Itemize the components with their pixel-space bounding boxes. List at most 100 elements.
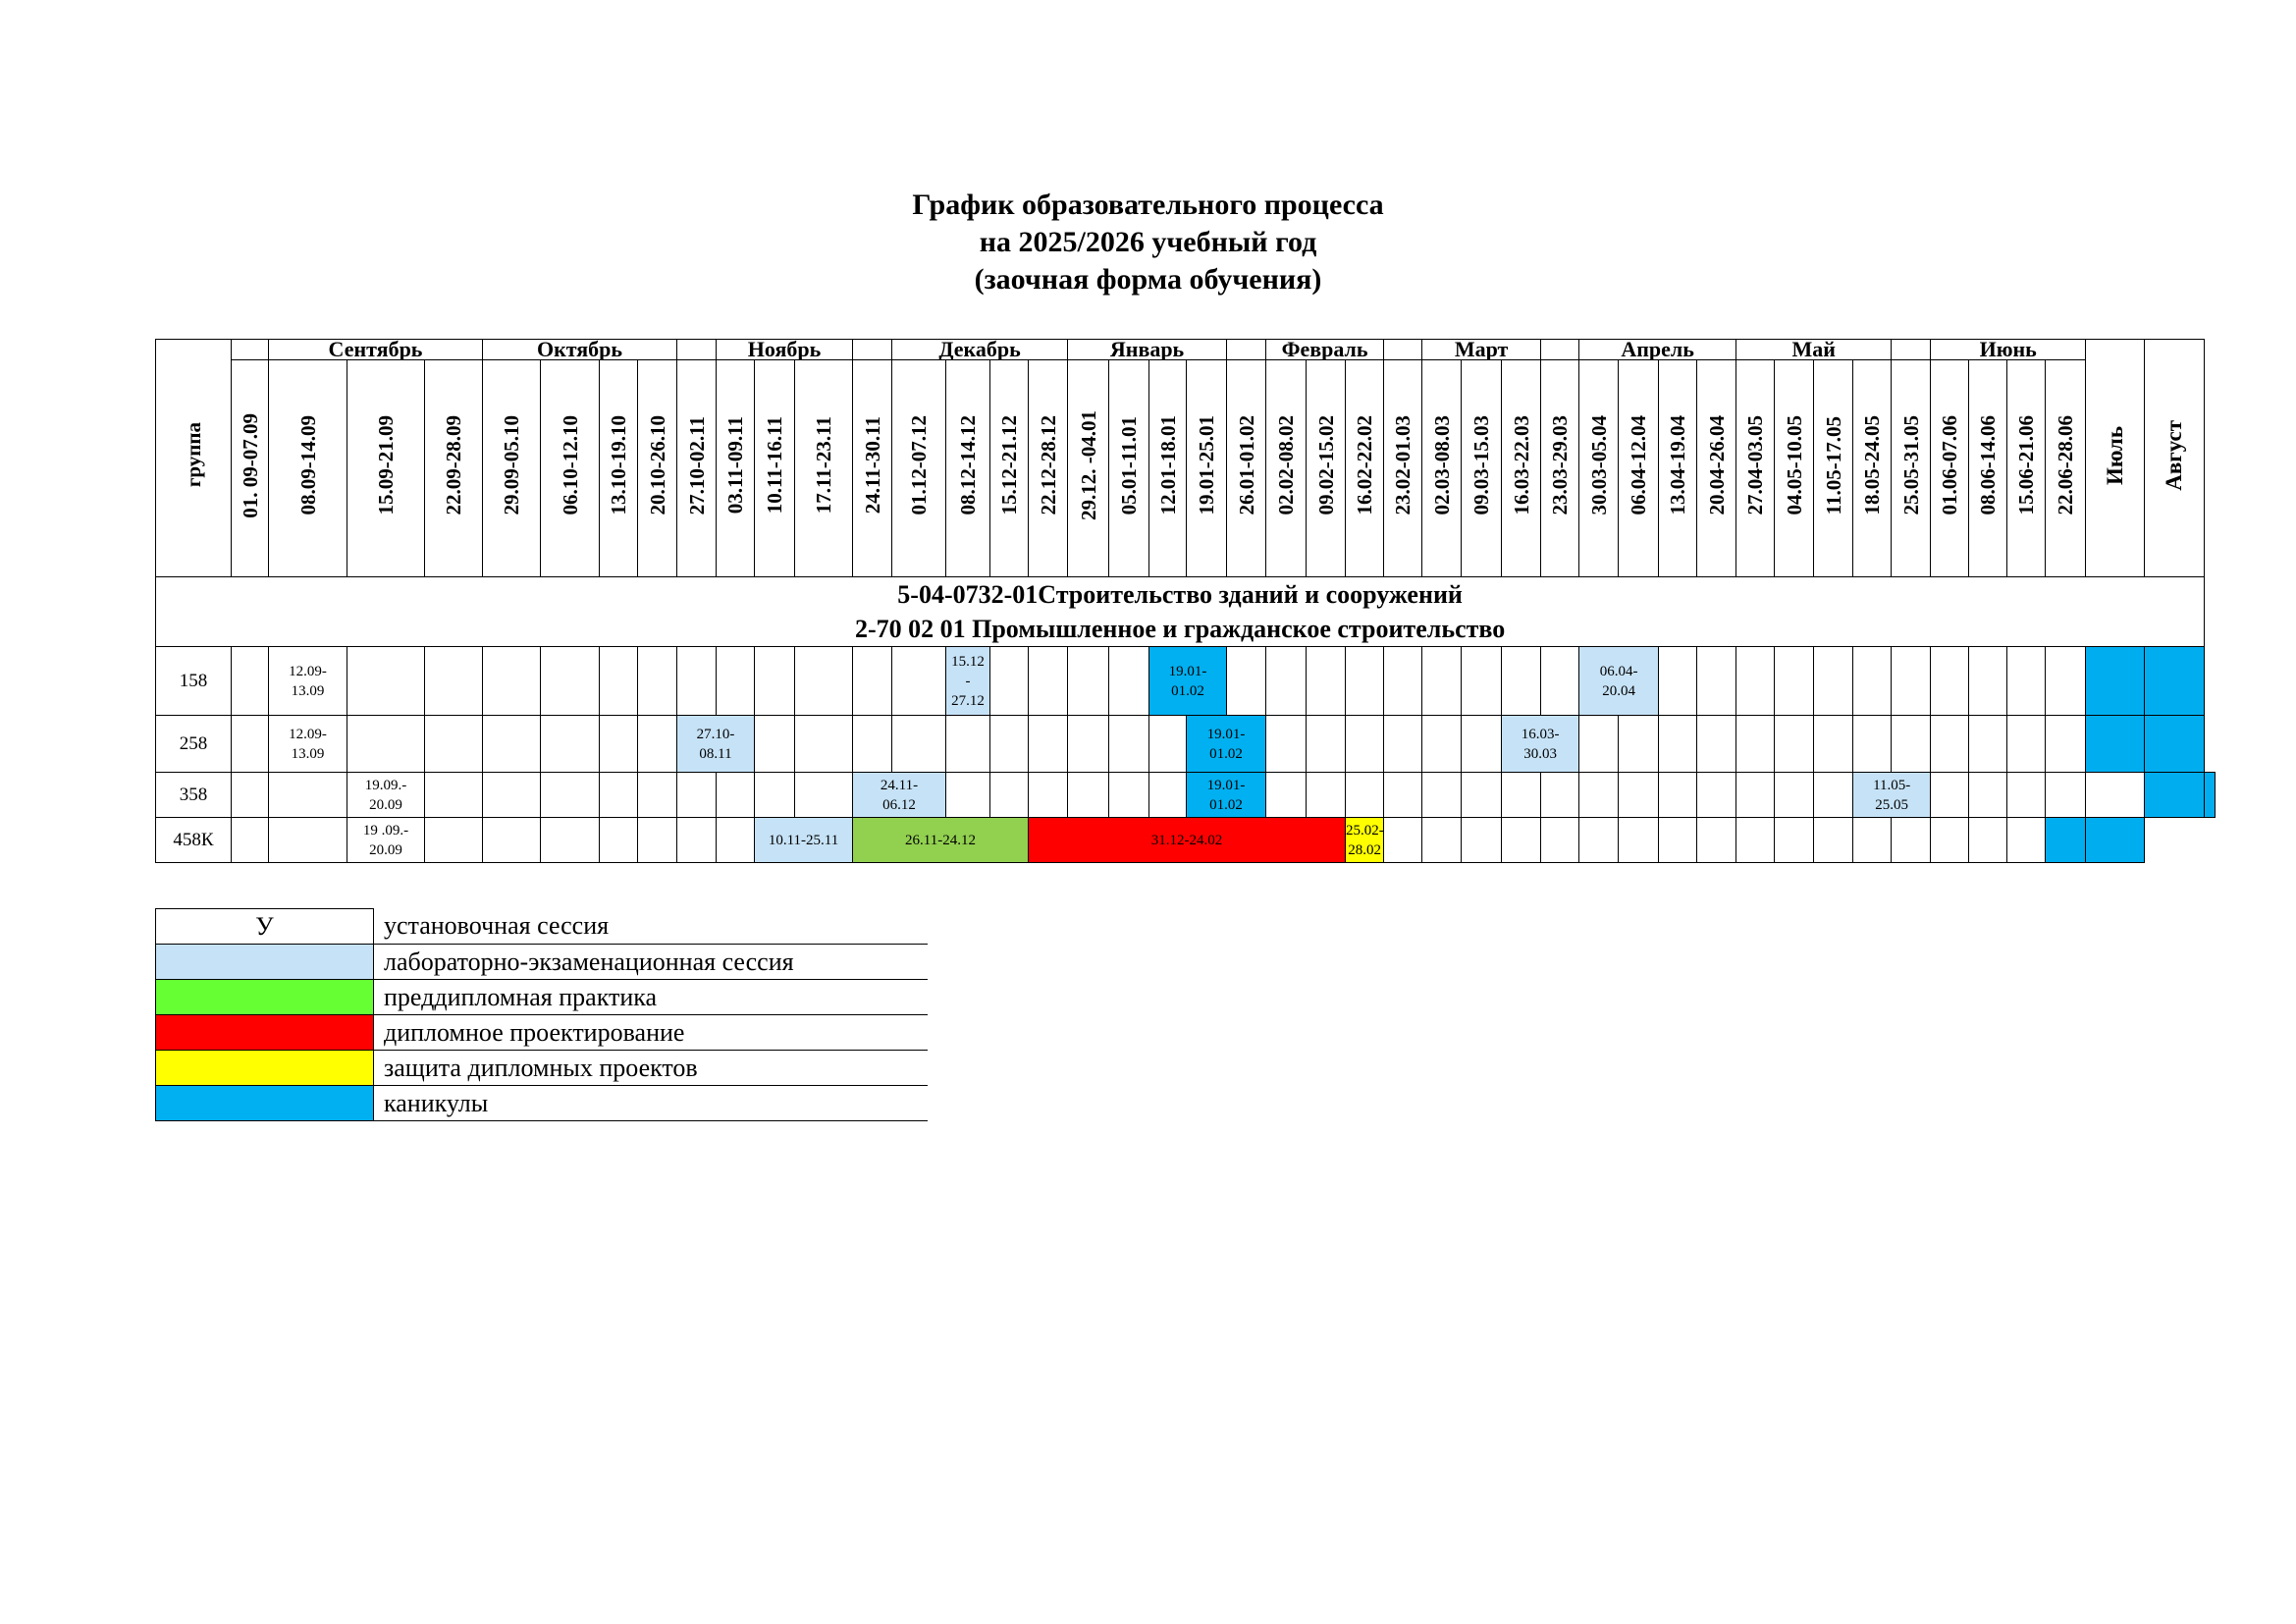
lab-session-cell: 10.11-25.11 [754,817,854,863]
schedule-cell [676,817,718,863]
cell-text: 11.05- [1873,777,1911,793]
schedule-cell [2045,772,2087,818]
schedule-cell [1696,772,1737,818]
vacation-cell-august [2204,772,2216,818]
schedule-cell [1618,817,1660,863]
week-header: 19.01-25.01 [1186,359,1228,577]
vacation-cell-august [2144,715,2206,773]
schedule-cell [1383,646,1423,716]
schedule-cell [852,339,893,360]
cell-text: 08.06-14.06 [1976,415,2001,515]
week-header: 13.04-19.04 [1658,359,1698,577]
title-line-1: График образовательного процесса [912,189,1384,221]
cell-text: 19.01- [1206,726,1246,742]
month-december: Декабрь [891,339,1069,360]
schedule-cell [482,772,541,818]
schedule-cell [599,715,638,773]
schedule-cell [1696,715,1737,773]
cell-text: 03.11-09.11 [723,416,748,514]
cell-text: 01.12-07.12 [907,415,932,515]
schedule-cell [1852,646,1893,716]
schedule-cell [945,772,991,818]
month-august: Август [2144,339,2206,577]
specialty-line-1: 5-04-0732-01Строительство зданий и соору… [897,580,1463,609]
cell-text: 24.11-30.11 [860,416,884,514]
schedule-cell [1067,715,1110,773]
legend-item: лабораторно-экзаменационная сессия [155,944,928,980]
week-header: 22.09-28.09 [424,359,483,577]
schedule-cell [2006,772,2047,818]
schedule-cell [1108,646,1150,716]
week-header: 22.06-28.06 [2045,359,2087,577]
schedule-cell [2045,646,2087,716]
lab-session-cell: 15.12 - 27.12 [945,646,991,716]
cell-text: 20.04-26.04 [1704,415,1729,515]
schedule-cell [1852,715,1893,773]
schedule-cell [1658,646,1698,716]
schedule-cell [424,817,483,863]
schedule-cell [1578,715,1620,773]
schedule-cell [1501,772,1542,818]
cell-text: 12.09- [289,726,327,742]
cell-text: 15.09-21.09 [374,415,398,515]
month-january: Январь [1067,339,1228,360]
schedule-cell [1265,715,1308,773]
specialty-header: 5-04-0732-01Строительство зданий и соору… [154,576,2206,647]
schedule-cell [347,646,425,716]
cell-text: 11.05-17.05 [1821,415,1845,515]
week-header: 15.06-21.06 [2006,359,2047,577]
month-september: Сентябрь [268,339,483,360]
week-header: 08.06-14.06 [1968,359,2008,577]
lab-session-cell: 24.11- 06.12 [852,772,947,818]
schedule-cell [1930,715,1970,773]
schedule-cell [1813,646,1854,716]
schedule-cell [1696,817,1737,863]
schedule-cell [754,646,796,716]
cell-text: 06.04- [1599,663,1638,679]
schedule-cell [1774,772,1815,818]
schedule-cell [1813,715,1854,773]
schedule-cell [1540,339,1580,360]
diploma-defense-cell: 25.02- 28.02 [1345,817,1385,863]
schedule-cell [540,772,600,818]
group-name: 458К [155,817,232,863]
month-april: Апрель [1578,339,1737,360]
schedule-cell [852,646,893,716]
cell-text: - [965,673,971,689]
schedule-cell [1735,817,1776,863]
cell-text: 19.01- [1206,777,1246,793]
week-header: 20.10-26.10 [636,359,678,577]
vacation-cell-july [2085,715,2146,773]
schedule-cell [1461,817,1503,863]
legend-item: У установочная сессия [155,908,928,945]
schedule-cell [1891,817,1932,863]
cell-text: 19.09.- [364,777,407,793]
cell-text: 30.03 [1523,745,1557,762]
week-header: 10.11-16.11 [754,359,796,577]
cell-text: 13.04-19.04 [1666,415,1690,515]
schedule-cell [636,715,678,773]
schedule-cell [540,715,600,773]
week-header: 06.04-12.04 [1618,359,1660,577]
cell-text: 02.03-08.03 [1429,415,1454,515]
schedule-cell [2006,715,2047,773]
week-header: 13.10-19.10 [599,359,638,577]
schedule-cell [1383,817,1423,863]
schedule-cell [1658,772,1698,818]
cell-text: 16.03-22.03 [1509,415,1533,515]
cell-text: 27.10- [696,726,735,742]
schedule-cell [794,646,854,716]
schedule-cell [1774,646,1815,716]
legend-swatch-diploma-defense [155,1050,374,1086]
cell-text: 29.12. -04.01 [1076,410,1100,520]
schedule-cell [1421,646,1463,716]
holiday-cell: 19.01- 01.02 [1186,715,1267,773]
group-name: 358 [155,772,232,818]
schedule-cell [1265,772,1308,818]
document-title: График образовательного процесса на 2025… [0,187,2296,298]
legend-swatch-prediploma-practice [155,979,374,1015]
schedule-cell [1891,339,1932,360]
schedule-cell [676,339,718,360]
cell-text: 13.09 [291,682,325,699]
schedule-cell [268,817,347,863]
